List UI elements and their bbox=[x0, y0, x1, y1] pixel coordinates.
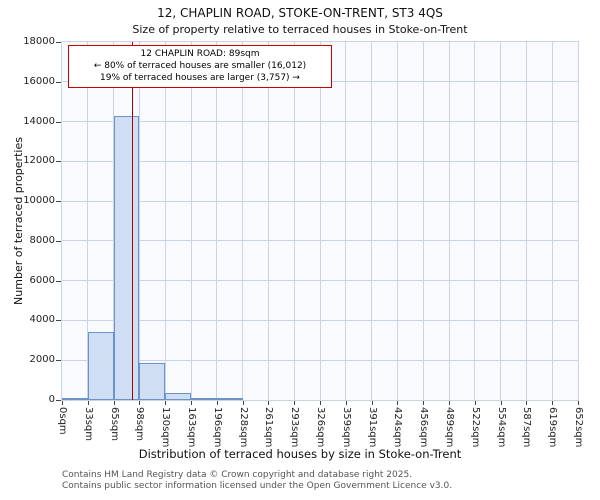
annotation-box: 12 CHAPLIN ROAD: 89sqm ← 80% of terraced… bbox=[68, 45, 332, 88]
x-tick bbox=[216, 401, 218, 405]
y-tick-label: 2000 bbox=[29, 354, 55, 366]
x-tick bbox=[139, 401, 141, 405]
x-tick bbox=[165, 401, 167, 405]
x-tick bbox=[320, 401, 321, 405]
x-tick bbox=[62, 401, 63, 405]
gridline-vertical bbox=[267, 42, 269, 400]
x-tick-label: 98sqm bbox=[134, 407, 146, 442]
property-size-marker-line bbox=[131, 42, 134, 400]
gridline-vertical bbox=[422, 42, 424, 400]
chart-title-line1: 12, CHAPLIN ROAD, STOKE-ON-TRENT, ST3 4Q… bbox=[157, 6, 443, 20]
x-axis-label: Distribution of terraced houses by size … bbox=[138, 447, 462, 461]
histogram-bar bbox=[62, 398, 88, 400]
y-tick bbox=[56, 400, 61, 401]
x-tick-label: 65sqm bbox=[108, 407, 120, 442]
y-tick-label: 10000 bbox=[23, 195, 55, 207]
gridline-vertical bbox=[551, 42, 553, 400]
x-tick-label: 587sqm bbox=[521, 407, 533, 448]
y-tick bbox=[56, 280, 61, 282]
x-tick-label: 456sqm bbox=[418, 407, 430, 448]
x-tick bbox=[242, 401, 244, 405]
x-tick-label: 359sqm bbox=[340, 407, 352, 448]
x-tick-label: 554sqm bbox=[495, 407, 507, 448]
y-tick-label: 8000 bbox=[29, 234, 55, 246]
y-tick-label: 6000 bbox=[29, 274, 55, 286]
x-tick-label: 33sqm bbox=[82, 407, 94, 442]
x-tick bbox=[552, 401, 554, 405]
x-tick bbox=[526, 401, 528, 405]
x-tick bbox=[268, 401, 270, 405]
gridline-vertical bbox=[319, 42, 321, 400]
gridline-vertical bbox=[371, 42, 373, 400]
x-tick-label: 0sqm bbox=[57, 407, 68, 435]
x-tick bbox=[449, 401, 450, 405]
gridline-vertical bbox=[190, 42, 192, 400]
y-tick bbox=[56, 161, 61, 163]
histogram-bar bbox=[139, 363, 166, 400]
gridline-vertical bbox=[396, 42, 398, 400]
chart-title-line2: Size of property relative to terraced ho… bbox=[132, 23, 468, 36]
x-tick-label: 424sqm bbox=[392, 407, 404, 448]
gridline-vertical bbox=[138, 42, 140, 400]
x-tick-label: 293sqm bbox=[289, 407, 301, 448]
x-tick bbox=[191, 401, 192, 405]
plot-area: 12 CHAPLIN ROAD: 89sqm ← 80% of terraced… bbox=[61, 41, 579, 401]
annotation-title: 12 CHAPLIN ROAD: 89sqm bbox=[140, 49, 260, 59]
gridline-vertical bbox=[525, 42, 527, 400]
y-tick bbox=[56, 121, 61, 123]
y-tick-label: 0 bbox=[48, 394, 55, 405]
histogram-bar bbox=[165, 393, 191, 400]
gridline-vertical bbox=[216, 42, 218, 400]
x-tick bbox=[578, 401, 579, 405]
x-tick-label: 489sqm bbox=[444, 407, 455, 448]
x-tick bbox=[500, 401, 502, 405]
histogram-bar bbox=[216, 398, 243, 400]
gridline-vertical bbox=[474, 42, 476, 400]
y-tick-label: 18000 bbox=[23, 36, 55, 47]
y-tick bbox=[56, 360, 61, 362]
footer-attribution-line2: Contains public sector information licen… bbox=[62, 481, 453, 491]
histogram-bar bbox=[191, 398, 217, 400]
x-tick-label: 130sqm bbox=[160, 407, 172, 448]
x-tick-label: 196sqm bbox=[211, 407, 223, 448]
y-tick-label: 16000 bbox=[23, 75, 55, 87]
x-tick-label: 391sqm bbox=[366, 407, 378, 448]
x-tick bbox=[371, 401, 373, 405]
x-tick bbox=[397, 401, 399, 405]
x-tick bbox=[294, 401, 296, 405]
x-tick bbox=[474, 401, 476, 405]
gridline-vertical bbox=[242, 42, 244, 400]
x-tick-label: 261sqm bbox=[263, 407, 275, 448]
gridline-vertical bbox=[87, 42, 89, 400]
x-tick bbox=[423, 401, 425, 405]
histogram-bar bbox=[87, 332, 114, 400]
histogram-bar bbox=[113, 115, 140, 400]
gridline-vertical bbox=[500, 42, 502, 400]
x-tick-label: 522sqm bbox=[469, 407, 481, 448]
y-tick bbox=[56, 320, 61, 322]
annotation-larger-stat: 19% of terraced houses are larger (3,757… bbox=[100, 73, 300, 83]
y-tick bbox=[56, 240, 61, 242]
gridline-vertical bbox=[345, 42, 347, 400]
gridline-vertical bbox=[448, 42, 450, 400]
x-tick bbox=[345, 401, 347, 405]
x-tick bbox=[113, 401, 115, 405]
x-tick-label: 619sqm bbox=[547, 407, 559, 448]
y-tick bbox=[56, 81, 61, 83]
y-tick bbox=[56, 42, 61, 43]
x-tick-label: 326sqm bbox=[315, 407, 326, 448]
y-tick-label: 4000 bbox=[29, 314, 55, 326]
gridline-vertical bbox=[164, 42, 166, 400]
gridline-vertical bbox=[293, 42, 295, 400]
footer-attribution-line1: Contains HM Land Registry data © Crown c… bbox=[62, 470, 413, 480]
y-tick-label: 14000 bbox=[23, 115, 55, 127]
x-tick-label: 652sqm bbox=[573, 407, 584, 448]
annotation-smaller-stat: ← 80% of terraced houses are smaller (16… bbox=[93, 61, 307, 71]
x-tick bbox=[87, 401, 89, 405]
y-tick-label: 12000 bbox=[23, 155, 55, 167]
x-tick-label: 163sqm bbox=[186, 407, 197, 448]
y-tick bbox=[56, 201, 61, 203]
x-tick-label: 228sqm bbox=[237, 407, 249, 448]
